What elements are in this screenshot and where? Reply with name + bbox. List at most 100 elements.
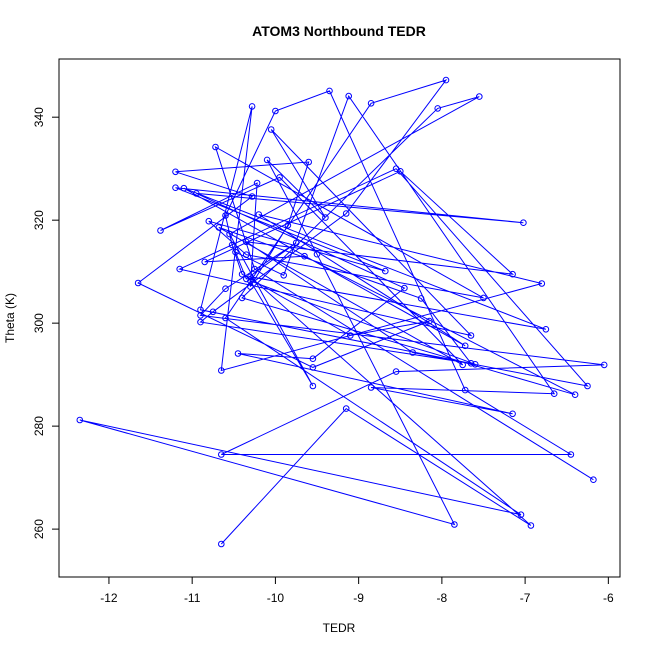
data-point bbox=[222, 314, 229, 322]
data-point bbox=[176, 265, 183, 273]
data-point bbox=[180, 184, 188, 192]
data-point bbox=[263, 156, 271, 164]
x-tick-label: -11 bbox=[184, 591, 201, 605]
data-point bbox=[276, 174, 283, 181]
data-point bbox=[305, 158, 313, 166]
y-tick-label: 280 bbox=[32, 416, 46, 436]
data-point bbox=[248, 193, 256, 200]
chart-title: ATOM3 Northbound TEDR bbox=[252, 23, 426, 39]
data-point bbox=[409, 349, 417, 356]
data-point bbox=[459, 361, 467, 369]
data-point bbox=[520, 219, 527, 226]
data-point bbox=[218, 367, 225, 374]
data-point bbox=[392, 368, 400, 375]
series-path bbox=[79, 79, 605, 545]
data-point bbox=[434, 105, 442, 112]
data-point bbox=[461, 386, 469, 394]
data-point bbox=[215, 224, 223, 231]
data-point bbox=[326, 87, 333, 95]
data-point bbox=[426, 317, 433, 325]
x-tick-label: -6 bbox=[603, 591, 614, 605]
data-point bbox=[309, 364, 317, 371]
data-point bbox=[451, 521, 458, 528]
data-point bbox=[251, 265, 258, 273]
data-point bbox=[267, 126, 275, 133]
data-point bbox=[480, 294, 487, 302]
data-point bbox=[218, 540, 225, 548]
data-point bbox=[253, 179, 261, 187]
data-point bbox=[134, 279, 142, 287]
data-point bbox=[517, 511, 525, 519]
data-point bbox=[197, 312, 204, 319]
y-axis-label: Theta (K) bbox=[3, 293, 17, 343]
x-tick-label: -10 bbox=[267, 591, 285, 605]
data-point bbox=[247, 283, 254, 290]
data-point bbox=[157, 227, 164, 234]
data-point bbox=[76, 416, 84, 424]
data-point bbox=[417, 295, 425, 302]
x-tick-label: -7 bbox=[520, 591, 531, 605]
data-point bbox=[272, 107, 279, 115]
y-tick-label: 300 bbox=[32, 313, 46, 333]
data-point bbox=[201, 258, 208, 266]
data-point bbox=[467, 360, 475, 367]
data-point bbox=[590, 476, 597, 484]
data-point bbox=[222, 285, 229, 293]
data-point bbox=[243, 238, 250, 246]
data-point bbox=[280, 272, 288, 279]
data-point bbox=[584, 382, 591, 390]
y-axis: 260 280 300 320 340 bbox=[32, 107, 59, 539]
x-tick-label: -8 bbox=[437, 591, 448, 605]
x-axis: -12 -11 -10 -9 -8 -7 -6 bbox=[100, 577, 614, 605]
data-point bbox=[342, 210, 350, 217]
series-line bbox=[79, 79, 605, 545]
data-point bbox=[509, 270, 516, 278]
data-point bbox=[509, 410, 516, 418]
data-point bbox=[571, 391, 579, 399]
data-point bbox=[234, 350, 242, 357]
data-point bbox=[309, 355, 317, 363]
data-point bbox=[309, 382, 317, 390]
data-point bbox=[232, 248, 239, 256]
data-point bbox=[209, 308, 217, 316]
data-point bbox=[367, 100, 375, 107]
data-point bbox=[243, 275, 250, 283]
x-tick-label: -12 bbox=[100, 591, 118, 605]
data-point bbox=[538, 280, 546, 287]
data-point bbox=[367, 384, 375, 391]
data-point bbox=[226, 230, 233, 238]
data-point bbox=[292, 239, 300, 247]
data-point bbox=[313, 250, 321, 258]
data-point bbox=[322, 214, 329, 221]
y-tick-label: 340 bbox=[32, 107, 46, 127]
data-point bbox=[238, 294, 246, 302]
data-point bbox=[347, 332, 354, 339]
data-point bbox=[382, 267, 389, 275]
data-point bbox=[471, 361, 479, 368]
data-point bbox=[248, 103, 256, 110]
data-point bbox=[255, 211, 263, 218]
data-point bbox=[228, 241, 236, 249]
data-point bbox=[172, 168, 179, 176]
data-point bbox=[442, 76, 450, 84]
series-points bbox=[76, 76, 608, 548]
data-point bbox=[243, 251, 250, 258]
data-point bbox=[401, 284, 408, 292]
data-point bbox=[476, 93, 483, 100]
data-point bbox=[600, 361, 608, 369]
data-point bbox=[345, 92, 353, 100]
data-point bbox=[205, 217, 213, 225]
x-axis-label: TEDR bbox=[323, 621, 356, 635]
plot-frame bbox=[58, 58, 621, 578]
data-point bbox=[567, 451, 575, 458]
y-tick-label: 320 bbox=[32, 210, 46, 230]
data-point bbox=[238, 270, 246, 278]
data-point bbox=[212, 143, 219, 151]
data-point bbox=[301, 252, 308, 260]
data-point bbox=[172, 184, 179, 191]
data-point bbox=[222, 212, 229, 219]
data-point bbox=[342, 405, 350, 412]
y-tick-label: 260 bbox=[32, 519, 46, 539]
x-tick-label: -9 bbox=[353, 591, 364, 605]
